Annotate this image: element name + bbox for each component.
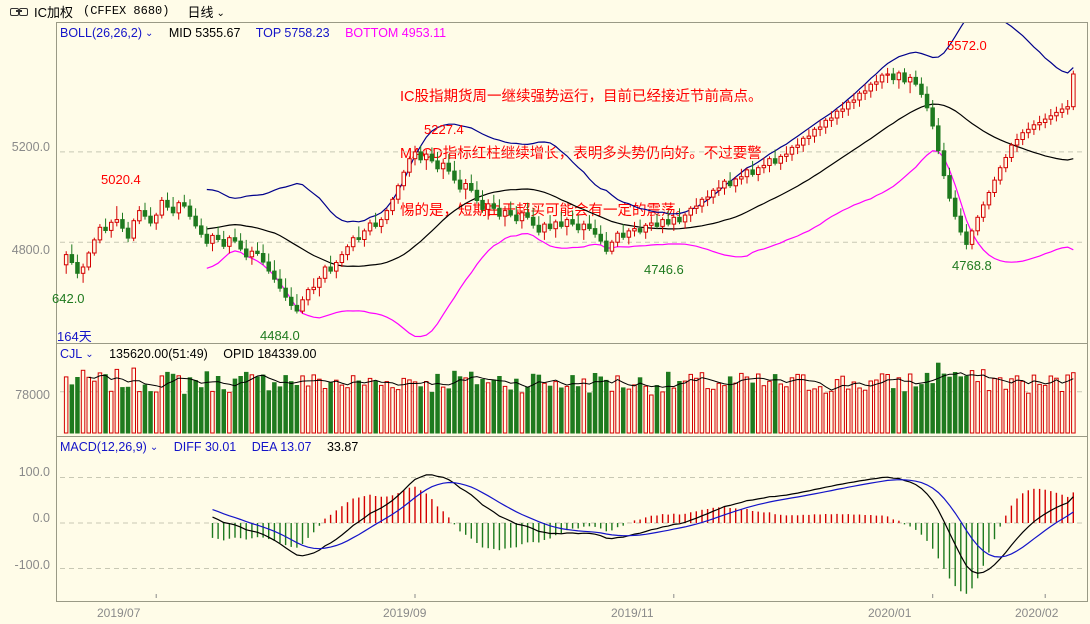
macd-indicator-label[interactable]: MACD(12,26,9) xyxy=(60,440,147,454)
chevron-down-icon[interactable]: ⌄ xyxy=(149,442,159,453)
link-icon xyxy=(10,6,28,16)
comment-line-3: 惕的是，短期由于超买可能会有一定的震荡。 xyxy=(400,203,690,219)
volume-indicator-row: CJL ⌄ 135620.00(51:49) OPID 184339.00 xyxy=(60,347,316,361)
chevron-down-icon[interactable]: ⌄ xyxy=(85,349,94,360)
macd-y-tick-0: 100.0 xyxy=(18,465,50,479)
boll-top-value: TOP 5758.23 xyxy=(255,26,330,40)
x-tick-0: 2019/07 xyxy=(97,606,141,620)
price-annotation-high-5227: 5227.4 xyxy=(424,122,464,137)
volume-chart-canvas xyxy=(60,362,1084,434)
macd-dea-value: DEA 13.07 xyxy=(251,440,312,454)
price-y-tick-0: 5200.0 xyxy=(11,140,50,154)
x-tick-4: 2020/02 xyxy=(1015,606,1059,620)
macd-diff-value: DIFF 30.01 xyxy=(173,440,237,454)
period-selector[interactable]: 日线 ⌄ xyxy=(187,2,224,21)
price-indicator-row: BOLL(26,26,2) ⌄ MID 5355.67 TOP 5758.23 B… xyxy=(60,26,446,40)
price-annotation-low-4484: 4484.0 xyxy=(260,328,300,343)
boll-indicator-label[interactable]: BOLL(26,26,2) xyxy=(60,26,142,40)
boll-mid-value: MID 5355.67 xyxy=(168,26,241,40)
cjl-indicator-label[interactable]: CJL xyxy=(60,347,83,361)
macd-histogram-value: 33.87 xyxy=(326,440,359,454)
volume-y-tick-0: 78000 xyxy=(15,388,50,402)
symbol-name[interactable]: IC加权 xyxy=(34,4,74,20)
chevron-down-icon: ⌄ xyxy=(216,7,225,19)
opid-value: OPID 184339.00 xyxy=(223,347,317,361)
comment-line-2: MACD指标红柱继续增长，表明多头势仍向好。不过要警 xyxy=(400,146,762,162)
x-tick-1: 2019/09 xyxy=(383,606,427,620)
volume-panel-divider xyxy=(56,343,1088,344)
boll-bottom-value: BOTTOM 4953.11 xyxy=(345,26,447,40)
chart-frame xyxy=(56,22,1088,602)
price-annotation-high-5572: 5572.0 xyxy=(947,38,987,53)
exchange-code: (CFFEX 8680) xyxy=(83,4,170,18)
price-chart-canvas xyxy=(60,23,1084,338)
period-label: 日线 xyxy=(187,4,214,20)
chevron-down-icon[interactable]: ⌄ xyxy=(145,28,154,39)
day-count-label: 164天 xyxy=(57,329,92,344)
price-annotation-low-4746: 4746.6 xyxy=(644,262,684,277)
boll-bottom-left-value: 642.0 xyxy=(52,291,85,306)
macd-chart-canvas xyxy=(60,474,1084,598)
analysis-comment: IC股指期货周一继续强势运行，目前已经接近节前高点。 MACD指标红柱继续增长，… xyxy=(400,50,763,259)
macd-indicator-row: MACD(12,26,9) ⌄ DIFF 30.01 DEA 13.07 33.8… xyxy=(60,440,358,454)
macd-y-tick-2: -100.0 xyxy=(14,558,50,572)
price-annotation-high-5020: 5020.4 xyxy=(101,172,141,187)
x-tick-2: 2019/11 xyxy=(611,606,654,620)
price-annotation-low-4768: 4768.8 xyxy=(952,258,992,273)
price-y-tick-1: 4800.0 xyxy=(11,243,50,257)
comment-line-1: IC股指期货周一继续强势运行，目前已经接近节前高点。 xyxy=(400,89,763,105)
x-tick-3: 2020/01 xyxy=(868,606,912,620)
macd-panel-divider xyxy=(56,436,1088,437)
title-bar: IC加权 (CFFEX 8680) 日线 ⌄ xyxy=(0,0,1090,22)
cjl-value: 135620.00(51:49) xyxy=(109,347,208,361)
macd-y-tick-1: 0.0 xyxy=(32,511,50,525)
